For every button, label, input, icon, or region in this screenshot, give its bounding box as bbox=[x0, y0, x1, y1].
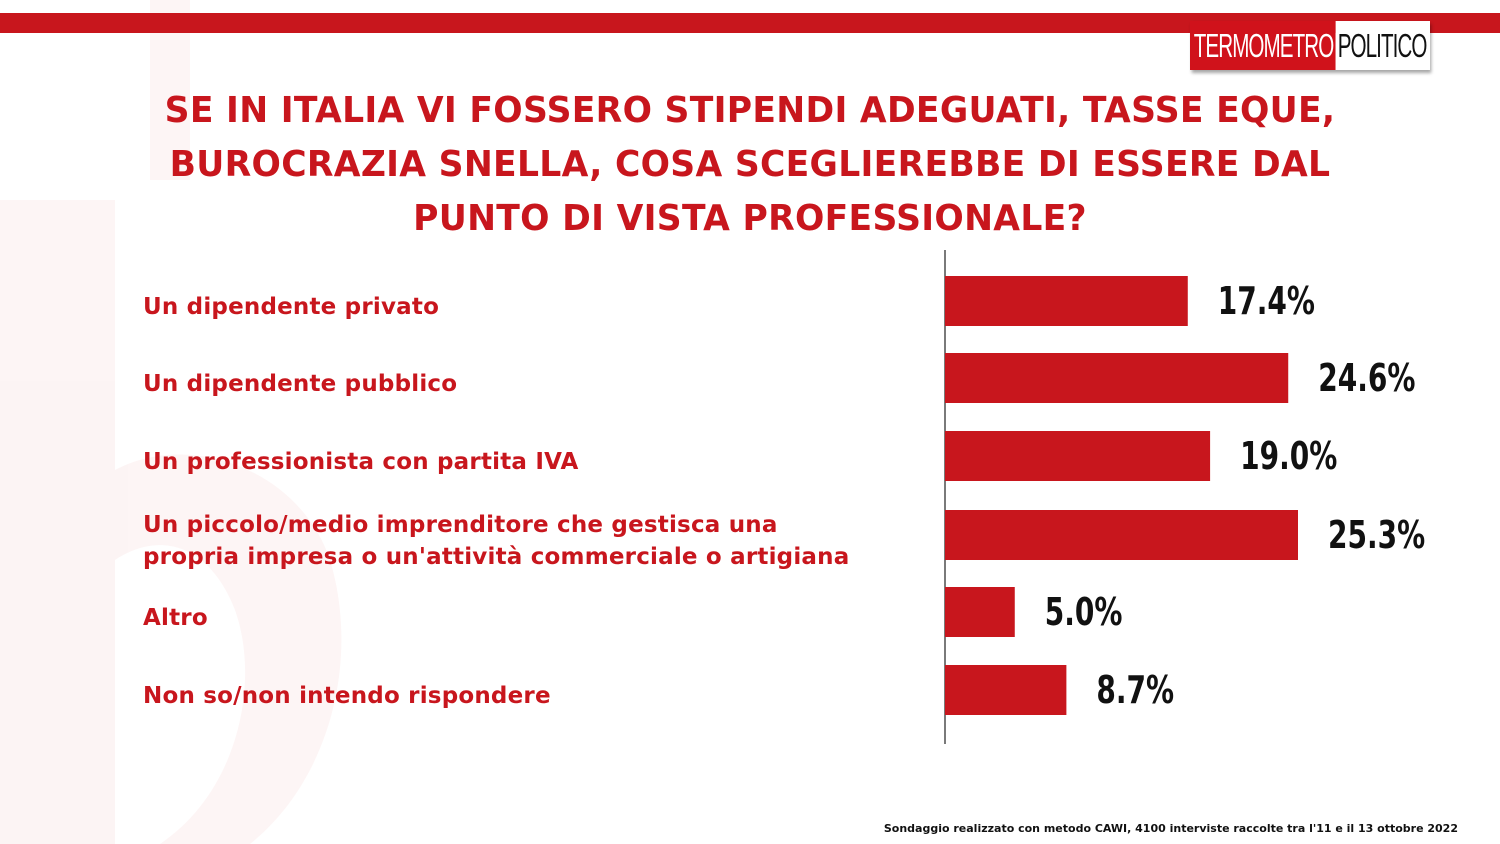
category-label: Non so/non intendo rispondere bbox=[143, 683, 551, 709]
bar bbox=[945, 431, 1211, 481]
data-label: 8.7% bbox=[1096, 669, 1174, 713]
chart-title-line: PUNTO DI VISTA PROFESSIONALE? bbox=[413, 198, 1087, 239]
chart-title: SE IN ITALIA VI FOSSERO STIPENDI ADEGUAT… bbox=[0, 84, 1500, 246]
logo-left-text: TERMOMETRO bbox=[1190, 21, 1336, 70]
category-label: Un dipendente pubblico bbox=[143, 371, 458, 397]
bar bbox=[945, 665, 1067, 715]
bar bbox=[945, 276, 1188, 326]
bar bbox=[945, 587, 1015, 637]
top-accent-bar bbox=[0, 13, 1500, 33]
chart-title-line: BUROCRAZIA SNELLA, COSA SCEGLIEREBBE DI … bbox=[169, 144, 1331, 185]
category-label: Altro bbox=[143, 605, 208, 631]
data-label: 19.0% bbox=[1240, 435, 1337, 479]
data-label: 24.6% bbox=[1318, 357, 1415, 401]
data-label: 17.4% bbox=[1218, 280, 1315, 324]
bar bbox=[945, 353, 1289, 403]
category-label: propria impresa o un'attività commercial… bbox=[143, 544, 850, 570]
data-label: 25.3% bbox=[1328, 514, 1425, 558]
data-label: 5.0% bbox=[1045, 591, 1123, 635]
logo-right-text: POLITICO bbox=[1335, 21, 1431, 70]
bar bbox=[945, 510, 1298, 560]
survey-footnote: Sondaggio realizzato con metodo CAWI, 41… bbox=[883, 822, 1458, 835]
category-label: Un piccolo/medio imprenditore che gestis… bbox=[143, 512, 778, 538]
termometro-politico-logo[interactable]: TERMOMETRO POLITICO bbox=[1190, 21, 1431, 70]
chart-title-line: SE IN ITALIA VI FOSSERO STIPENDI ADEGUAT… bbox=[164, 90, 1336, 131]
category-label: Un professionista con partita IVA bbox=[143, 449, 579, 475]
category-label: Un dipendente privato bbox=[143, 294, 440, 320]
